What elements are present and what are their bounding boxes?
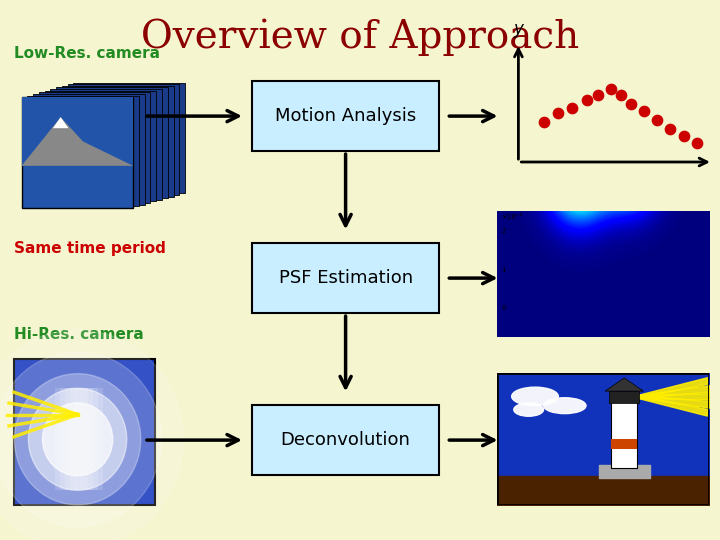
Ellipse shape: [42, 403, 113, 476]
FancyBboxPatch shape: [611, 438, 637, 449]
Text: Deconvolution: Deconvolution: [281, 431, 410, 449]
FancyBboxPatch shape: [45, 91, 156, 201]
Ellipse shape: [14, 374, 141, 505]
Point: [678, 132, 690, 140]
Text: Motion Analysis: Motion Analysis: [275, 107, 416, 125]
Ellipse shape: [514, 403, 544, 416]
FancyBboxPatch shape: [27, 96, 139, 206]
FancyBboxPatch shape: [65, 388, 88, 490]
FancyBboxPatch shape: [22, 97, 133, 208]
Point: [567, 104, 578, 112]
Text: y: y: [513, 20, 523, 38]
FancyBboxPatch shape: [14, 359, 155, 505]
Point: [592, 90, 603, 99]
Point: [615, 90, 626, 99]
Text: Low-Res. camera: Low-Res. camera: [14, 46, 161, 62]
Point: [652, 116, 663, 124]
Point: [691, 139, 703, 147]
FancyBboxPatch shape: [71, 388, 93, 490]
Polygon shape: [22, 117, 133, 166]
Point: [639, 106, 650, 115]
FancyBboxPatch shape: [55, 388, 77, 490]
FancyBboxPatch shape: [68, 84, 179, 195]
FancyBboxPatch shape: [39, 92, 150, 203]
Point: [581, 96, 593, 104]
Text: Same time period: Same time period: [14, 241, 166, 256]
FancyBboxPatch shape: [56, 87, 168, 198]
Ellipse shape: [29, 388, 127, 490]
Ellipse shape: [512, 387, 559, 406]
Point: [552, 109, 564, 118]
Text: Overview of Approach: Overview of Approach: [141, 19, 579, 56]
Point: [605, 85, 616, 93]
FancyBboxPatch shape: [60, 388, 82, 490]
FancyBboxPatch shape: [609, 391, 639, 403]
FancyBboxPatch shape: [50, 89, 162, 200]
Polygon shape: [53, 117, 68, 128]
Ellipse shape: [0, 330, 183, 540]
Point: [625, 99, 636, 108]
FancyBboxPatch shape: [252, 243, 439, 313]
Ellipse shape: [0, 352, 162, 527]
FancyBboxPatch shape: [76, 388, 98, 490]
Polygon shape: [605, 378, 644, 391]
Text: PSF Estimation: PSF Estimation: [279, 269, 413, 287]
Text: ×10⁻³: ×10⁻³: [501, 214, 523, 220]
Text: 0: 0: [501, 305, 505, 310]
FancyBboxPatch shape: [73, 83, 185, 193]
Ellipse shape: [544, 398, 586, 414]
FancyBboxPatch shape: [611, 399, 637, 468]
Text: 2: 2: [501, 228, 505, 234]
FancyBboxPatch shape: [252, 81, 439, 151]
FancyBboxPatch shape: [33, 94, 145, 205]
Point: [538, 117, 549, 126]
Point: [664, 124, 675, 133]
FancyBboxPatch shape: [252, 405, 439, 475]
FancyBboxPatch shape: [62, 86, 174, 197]
FancyBboxPatch shape: [22, 97, 133, 166]
Text: 1: 1: [501, 267, 505, 273]
Text: Hi-Res. camera: Hi-Res. camera: [14, 327, 144, 342]
FancyBboxPatch shape: [81, 388, 103, 490]
